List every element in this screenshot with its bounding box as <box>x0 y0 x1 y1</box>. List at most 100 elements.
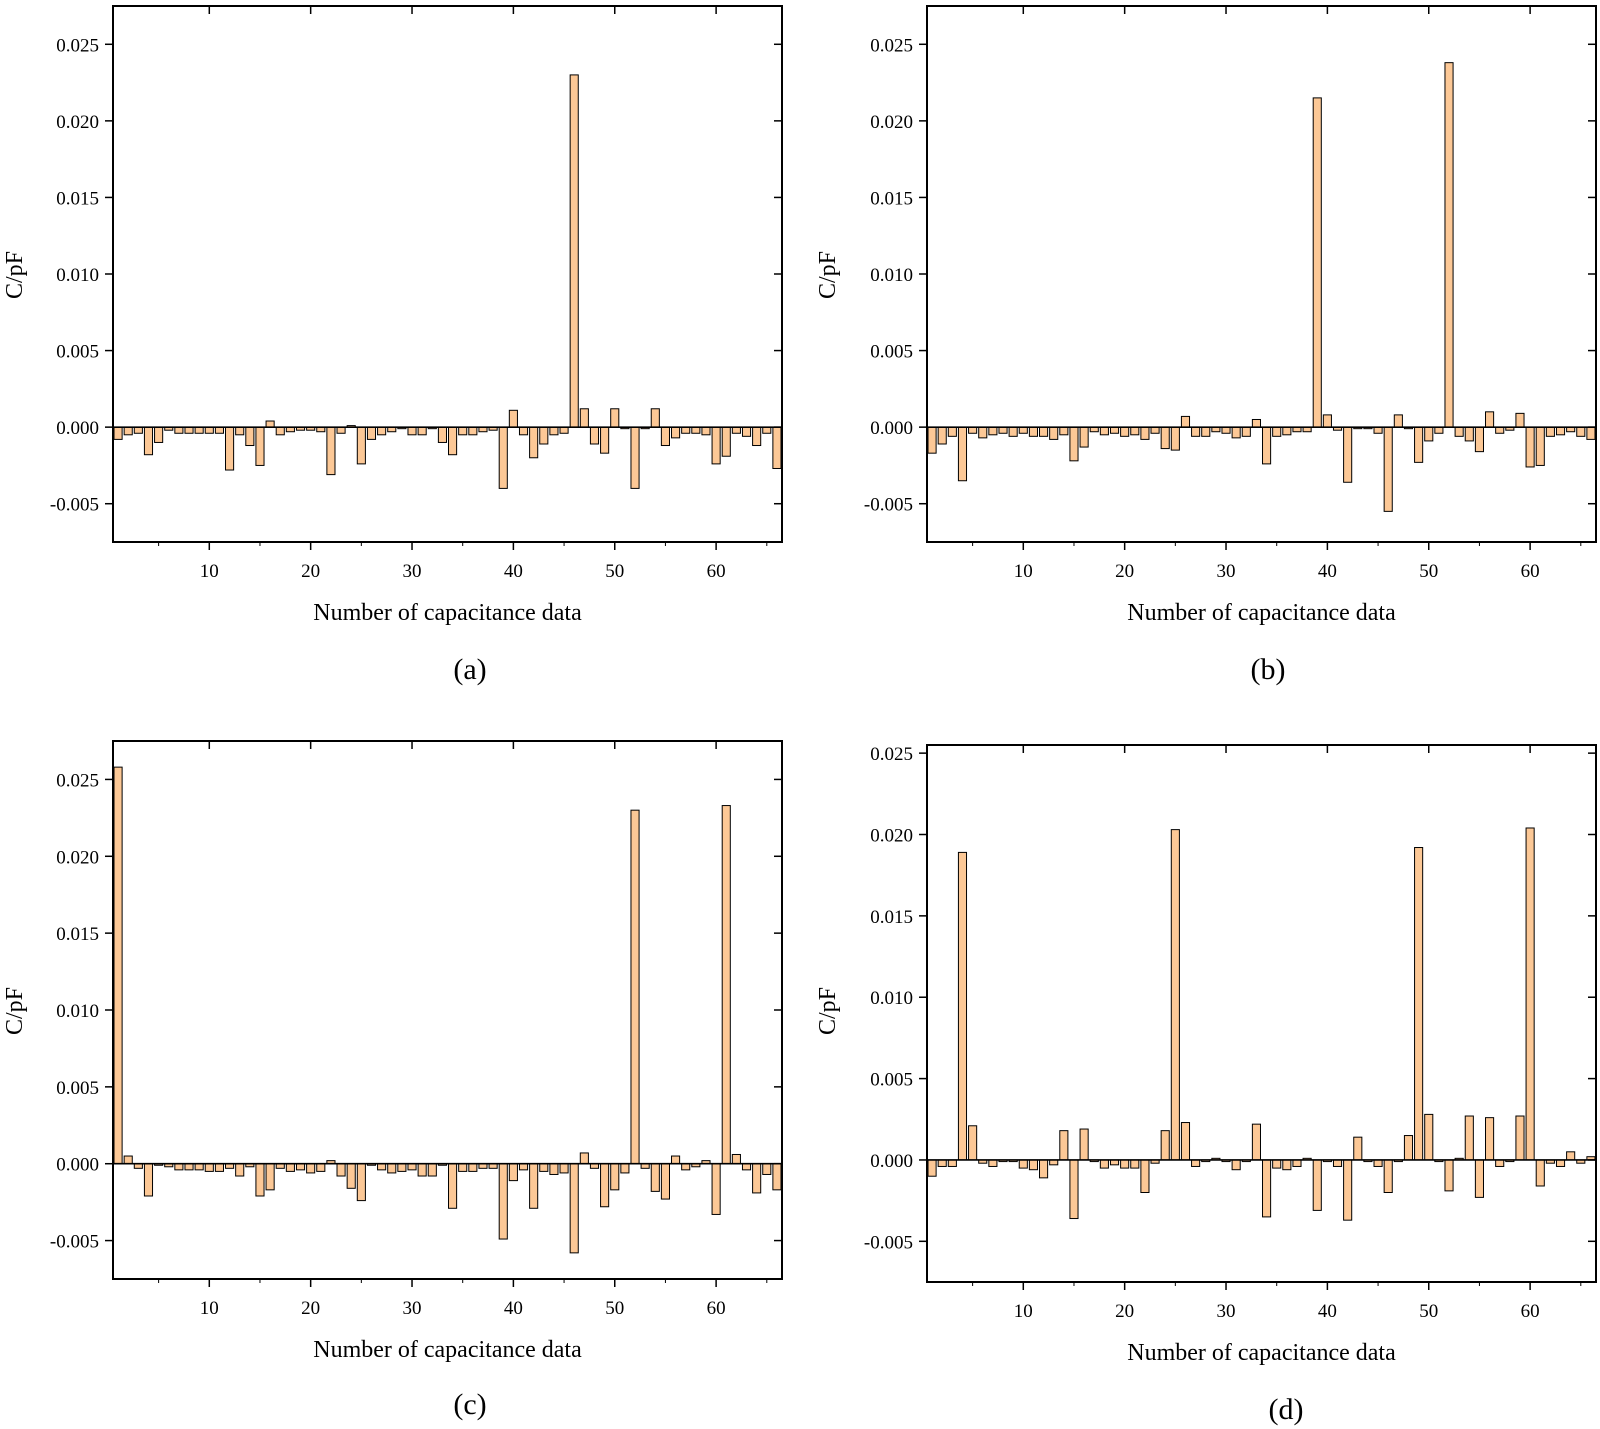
bar <box>1312 1159 1322 1211</box>
bar <box>184 426 194 434</box>
plot-frame <box>926 744 1597 1283</box>
bar <box>947 1159 957 1167</box>
y-tick-label: 0.005 <box>56 1078 99 1099</box>
bar <box>1495 1159 1505 1167</box>
bar <box>306 1163 316 1174</box>
bar <box>204 426 214 434</box>
bar <box>937 1159 947 1167</box>
y-tick-label: -0.005 <box>864 495 913 516</box>
bar <box>529 1163 539 1209</box>
x-tick-label: 50 <box>1419 561 1438 582</box>
bar <box>968 426 978 434</box>
bar <box>1555 1159 1566 1167</box>
bar <box>927 1159 937 1177</box>
bar <box>265 1163 275 1191</box>
bar <box>468 426 478 436</box>
x-tick-label: 50 <box>1419 1301 1438 1322</box>
x-tick-label: 20 <box>301 561 320 582</box>
bar <box>1383 426 1393 512</box>
bar <box>1069 1159 1079 1220</box>
bar <box>1353 1136 1363 1161</box>
bar <box>711 426 721 465</box>
bar <box>610 1163 620 1191</box>
x-tick-label: 40 <box>1318 1301 1337 1322</box>
bar <box>968 1125 978 1161</box>
bar <box>123 426 133 436</box>
bar <box>448 1163 458 1209</box>
y-tick-label: 0.000 <box>870 1151 913 1172</box>
bar <box>1525 827 1535 1161</box>
x-axis-label: Number of capacitance data <box>313 1337 582 1363</box>
bar <box>539 1163 549 1172</box>
bar <box>610 408 620 428</box>
bar <box>620 1163 630 1174</box>
x-tick-label: 30 <box>403 561 422 582</box>
plot-frame <box>112 740 783 1280</box>
bar <box>1403 1135 1414 1161</box>
bar <box>701 426 711 436</box>
bar <box>957 426 968 482</box>
bar <box>417 426 427 436</box>
bar <box>1079 1128 1089 1161</box>
panel-label: (b) <box>1251 653 1286 686</box>
bar <box>691 426 701 434</box>
bar <box>671 426 681 439</box>
bar <box>569 1163 579 1254</box>
bar <box>437 426 447 443</box>
bar <box>1059 1130 1069 1161</box>
bar <box>762 1163 772 1175</box>
chart-panel-a: -0.005 0.000 0.005 0.010 0.015 0.020 0.025 10 20… <box>2 5 783 686</box>
bar <box>772 426 782 469</box>
bar <box>387 1163 397 1174</box>
bar <box>559 1163 569 1174</box>
bar <box>235 1163 245 1177</box>
bar <box>518 426 529 436</box>
bar <box>589 426 600 445</box>
bar <box>174 1163 184 1171</box>
y-tick-label: 0.025 <box>870 744 913 765</box>
x-tick-label: 10 <box>1014 561 1033 582</box>
x-tick-label: 60 <box>1521 1301 1540 1322</box>
chart-panel-d: -0.005 0.000 0.005 0.010 0.015 0.020 0.025 10 20… <box>815 744 1597 1426</box>
y-tick-label: 0.020 <box>56 847 99 868</box>
bar <box>569 74 579 428</box>
y-tick-label: 0.010 <box>56 1001 99 1022</box>
bar <box>1282 1159 1292 1171</box>
bar <box>650 408 660 428</box>
y-tick-label: -0.005 <box>864 1232 913 1253</box>
bar <box>1414 426 1424 463</box>
bar <box>1221 426 1231 434</box>
plot-frame <box>926 5 1597 543</box>
x-tick-label: 50 <box>605 1298 624 1319</box>
bar <box>336 1163 346 1177</box>
x-tick-label: 20 <box>301 1298 320 1319</box>
bar <box>498 426 508 489</box>
bar <box>600 426 610 454</box>
bar <box>295 1163 306 1171</box>
x-tick-label: 20 <box>1115 1301 1134 1322</box>
bar <box>721 805 731 1165</box>
x-tick-label: 50 <box>605 561 624 582</box>
bar <box>407 1163 417 1171</box>
bar <box>1251 418 1261 428</box>
x-tick-label: 30 <box>403 1298 422 1319</box>
panel-label: (c) <box>453 1388 486 1421</box>
y-tick-label: 0.015 <box>870 907 913 928</box>
bar <box>1130 426 1140 436</box>
x-tick-label: 10 <box>200 561 219 582</box>
bar <box>214 1163 224 1172</box>
y-tick-label: 0.005 <box>870 1070 913 1091</box>
bar <box>1170 426 1180 451</box>
bar <box>671 1155 681 1165</box>
bar <box>1383 1159 1393 1193</box>
x-tick-label: 60 <box>707 561 726 582</box>
bar <box>1160 426 1170 450</box>
bar <box>448 426 458 456</box>
bar <box>1120 1159 1130 1169</box>
bar <box>1535 426 1545 466</box>
y-axis-label: C/pF <box>815 251 841 299</box>
bar <box>468 1163 478 1172</box>
bar <box>1262 426 1272 465</box>
bar <box>1545 426 1555 437</box>
bar <box>1130 1159 1140 1169</box>
